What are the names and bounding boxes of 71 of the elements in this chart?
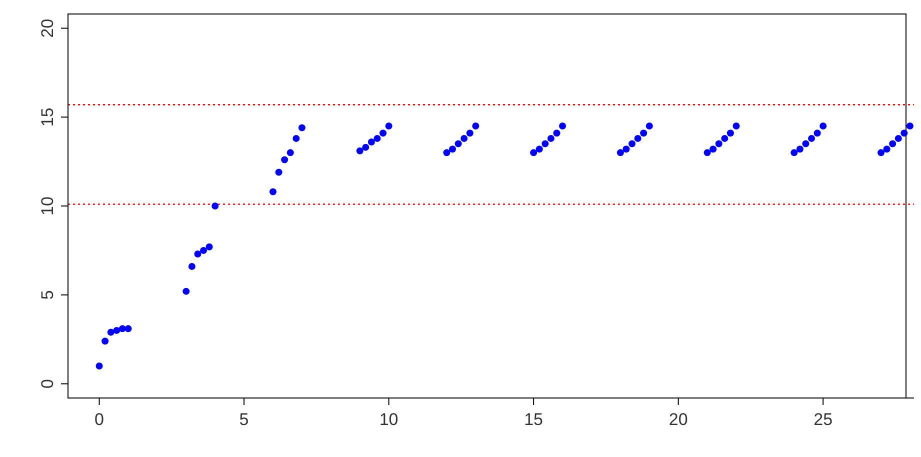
point (182, 288, 190, 295)
point (814, 130, 821, 137)
point (889, 140, 896, 148)
point (721, 134, 728, 142)
point (640, 130, 648, 137)
point (206, 243, 213, 250)
point (356, 147, 364, 154)
x-tick-label: 5 (239, 410, 249, 429)
point (894, 134, 902, 142)
y-tick-label: 20 (38, 18, 57, 38)
y-tick-label: 5 (38, 290, 57, 300)
point (530, 149, 538, 156)
point (107, 328, 114, 336)
point (472, 122, 480, 130)
point (553, 130, 560, 137)
point (547, 134, 554, 142)
x-tick-label: 0 (94, 410, 104, 429)
point (542, 140, 549, 148)
point (460, 134, 468, 142)
point (559, 122, 566, 130)
y-tick-label: 10 (38, 196, 57, 216)
point (906, 122, 914, 130)
point (113, 326, 120, 334)
point (466, 130, 474, 137)
point (275, 168, 282, 176)
y-tick-label: 15 (38, 108, 57, 127)
point (536, 146, 543, 153)
point (380, 130, 387, 137)
point (385, 122, 392, 130)
point (448, 146, 456, 153)
point (883, 146, 890, 153)
point (96, 362, 103, 370)
point (622, 146, 630, 153)
point (102, 338, 109, 345)
x-tick-label: 25 (814, 410, 833, 429)
point (292, 134, 300, 142)
point (368, 138, 375, 146)
point (790, 149, 798, 156)
point (726, 130, 734, 137)
point (634, 134, 642, 142)
point (200, 246, 207, 254)
point (188, 262, 196, 270)
x-tick-label: 20 (668, 410, 688, 429)
point (715, 140, 722, 148)
point (628, 140, 636, 148)
point (374, 134, 381, 142)
point (802, 140, 810, 148)
point (732, 122, 740, 130)
point (362, 144, 370, 151)
x-tick-label: 15 (524, 410, 544, 429)
point (900, 130, 908, 137)
point (124, 325, 132, 332)
point (443, 149, 450, 156)
point (454, 140, 462, 148)
point (212, 202, 219, 210)
point (710, 146, 717, 153)
point (877, 149, 884, 156)
point (298, 124, 306, 132)
point (118, 325, 126, 332)
point (646, 122, 653, 130)
point (796, 146, 804, 153)
point (616, 149, 624, 156)
y-tick-label: 0 (38, 379, 57, 389)
point (704, 149, 711, 156)
point (820, 122, 827, 130)
x-tick-label: 10 (379, 410, 398, 429)
point (194, 250, 202, 258)
point (269, 188, 276, 196)
point (808, 134, 816, 142)
point (281, 156, 288, 164)
point (286, 149, 294, 156)
